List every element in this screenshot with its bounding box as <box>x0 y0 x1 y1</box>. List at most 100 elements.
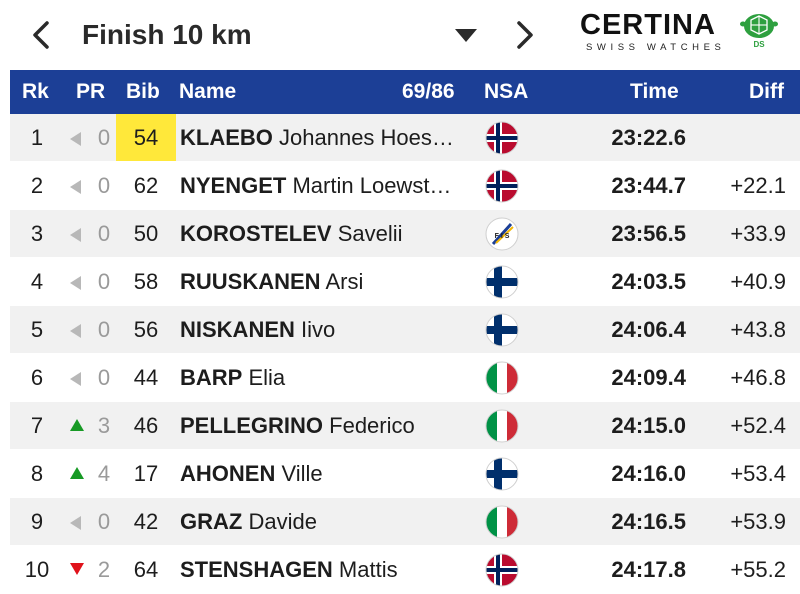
rank-cell: 9 <box>30 509 44 534</box>
sponsor-logo: CERTINA SWISS WATCHES DS <box>580 8 792 58</box>
time-cell: 24:03.5 <box>611 269 686 294</box>
header-pr[interactable]: PR <box>76 80 106 103</box>
header-name[interactable]: Name <box>179 80 237 103</box>
bib-cell: 46 <box>133 413 159 438</box>
athlete-last-name: GRAZ <box>180 509 243 534</box>
athlete-last-name: RUUSKANEN <box>180 269 321 294</box>
position-change: 0 <box>97 221 111 246</box>
position-change: 0 <box>97 173 111 198</box>
bib-cell: 58 <box>133 269 159 294</box>
bib-cell: 54 <box>116 114 176 161</box>
athlete-name[interactable]: KLAEBO Johannes Hoes… <box>180 114 480 161</box>
diff-cell: +53.9 <box>730 509 786 534</box>
position-change: 4 <box>97 461 111 486</box>
fin-flag-icon <box>484 264 520 300</box>
athlete-first-name: Elia <box>248 365 286 390</box>
rank-cell: 3 <box>30 221 44 246</box>
triangle-left-icon <box>70 324 84 338</box>
sponsor-badge: DS <box>753 40 765 49</box>
athlete-first-name: Federico <box>329 413 415 438</box>
diff-cell: +40.9 <box>730 269 786 294</box>
header-rank[interactable]: Rk <box>22 80 49 103</box>
position-change: 0 <box>97 269 111 294</box>
table-row[interactable]: 3 0 50 KOROSTELEV Savelii F I S 23:56.5 +33.9 <box>10 210 800 258</box>
turtle-logo-icon: DS <box>740 14 778 49</box>
bib-cell: 17 <box>133 461 159 486</box>
position-change: 0 <box>97 365 111 390</box>
athlete-name[interactable]: BARP Elia <box>180 354 480 401</box>
athlete-first-name: Mattis <box>338 557 398 582</box>
triangle-left-icon <box>70 372 84 386</box>
position-change: 2 <box>97 557 111 582</box>
athlete-name[interactable]: AHONEN Ville <box>180 450 480 497</box>
rank-cell: 4 <box>30 269 44 294</box>
chevron-left-icon[interactable] <box>26 18 58 52</box>
top-bar: Finish 10 km CERTINA SWISS WATCHES DS <box>0 0 800 70</box>
time-cell: 23:56.5 <box>611 221 686 246</box>
bib-cell: 44 <box>133 365 159 390</box>
header-bib[interactable]: Bib <box>126 80 160 103</box>
athlete-last-name: NYENGET <box>180 173 287 198</box>
rank-cell: 6 <box>30 365 44 390</box>
time-cell: 24:16.0 <box>611 461 686 486</box>
results-count: 69/86 <box>402 80 455 103</box>
athlete-first-name: Arsi <box>325 269 364 294</box>
athlete-last-name: KOROSTELEV <box>180 221 332 246</box>
athlete-name[interactable]: GRAZ Davide <box>180 498 480 545</box>
caret-down-icon[interactable] <box>453 25 479 45</box>
table-row[interactable]: 7 3 46 PELLEGRINO Federico 24:15.0 +52.4 <box>10 402 800 450</box>
table-row[interactable]: 10 2 64 STENSHAGEN Mattis 24:17.8 +55.2 <box>10 546 800 594</box>
triangle-left-icon <box>70 276 84 290</box>
athlete-last-name: BARP <box>180 365 243 390</box>
table-row[interactable]: 9 0 42 GRAZ Davide 24:16.5 +53.9 <box>10 498 800 546</box>
athlete-first-name: Martin Loewst… <box>292 173 452 198</box>
nor-flag-icon <box>484 168 520 204</box>
table-row[interactable]: 1 0 54 KLAEBO Johannes Hoes… 23:22.6 <box>10 114 800 162</box>
sponsor-tagline: SWISS WATCHES <box>586 42 726 53</box>
athlete-last-name: PELLEGRINO <box>180 413 324 438</box>
svg-text:F I S: F I S <box>495 233 510 240</box>
athlete-name[interactable]: RUUSKANEN Arsi <box>180 258 480 305</box>
fin-flag-icon <box>484 312 520 348</box>
table-row[interactable]: 2 0 62 NYENGET Martin Loewst… 23:44.7 +22.1 <box>10 162 800 210</box>
diff-cell: +55.2 <box>730 557 786 582</box>
athlete-last-name: AHONEN <box>180 461 276 486</box>
rank-cell: 7 <box>30 413 44 438</box>
diff-cell: +53.4 <box>730 461 786 486</box>
diff-cell: +22.1 <box>730 173 786 198</box>
athlete-name[interactable]: KOROSTELEV Savelii <box>180 210 480 257</box>
diff-cell: +46.8 <box>730 365 786 390</box>
table-row[interactable]: 5 0 56 NISKANEN Iivo 24:06.4 +43.8 <box>10 306 800 354</box>
athlete-last-name: STENSHAGEN <box>180 557 333 582</box>
triangle-down-icon <box>70 563 84 575</box>
athlete-first-name: Davide <box>248 509 317 534</box>
time-cell: 24:16.5 <box>611 509 686 534</box>
rank-cell: 5 <box>30 317 44 342</box>
rank-cell: 2 <box>30 173 44 198</box>
time-cell: 24:17.8 <box>611 557 686 582</box>
chevron-right-icon[interactable] <box>508 18 540 52</box>
triangle-up-icon <box>70 419 84 431</box>
page-title: Finish 10 km <box>82 19 252 50</box>
results-list: 1 0 54 KLAEBO Johannes Hoes… 23:22.6 2 0 6 2 NYEN… <box>10 114 800 594</box>
header-time[interactable]: Time <box>630 80 679 103</box>
athlete-name[interactable]: STENSHAGEN Mattis <box>180 546 480 593</box>
table-row[interactable]: 8 4 17 AHONEN Ville 24:16.0 +53.4 <box>10 450 800 498</box>
athlete-name[interactable]: PELLEGRINO Federico <box>180 402 480 449</box>
athlete-name[interactable]: NYENGET Martin Loewst… <box>180 162 480 209</box>
athlete-first-name: Savelii <box>337 221 403 246</box>
rank-cell: 10 <box>24 557 50 582</box>
athlete-name[interactable]: NISKANEN Iivo <box>180 306 480 353</box>
table-row[interactable]: 6 0 44 BARP Elia 24:09.4 +46.8 <box>10 354 800 402</box>
ita-flag-icon <box>484 504 520 540</box>
athlete-last-name: NISKANEN <box>180 317 295 342</box>
position-change: 0 <box>97 317 111 342</box>
fis-flag-icon: F I S <box>484 216 520 252</box>
position-change: 0 <box>97 509 111 534</box>
table-row[interactable]: 4 0 58 RUUSKANEN Arsi 24:03.5 +40.9 <box>10 258 800 306</box>
header-nsa[interactable]: NSA <box>484 80 529 103</box>
header-diff[interactable]: Diff <box>749 80 784 103</box>
position-change: 3 <box>97 413 111 438</box>
bib-cell: 56 <box>133 317 159 342</box>
time-cell: 23:44.7 <box>611 173 686 198</box>
